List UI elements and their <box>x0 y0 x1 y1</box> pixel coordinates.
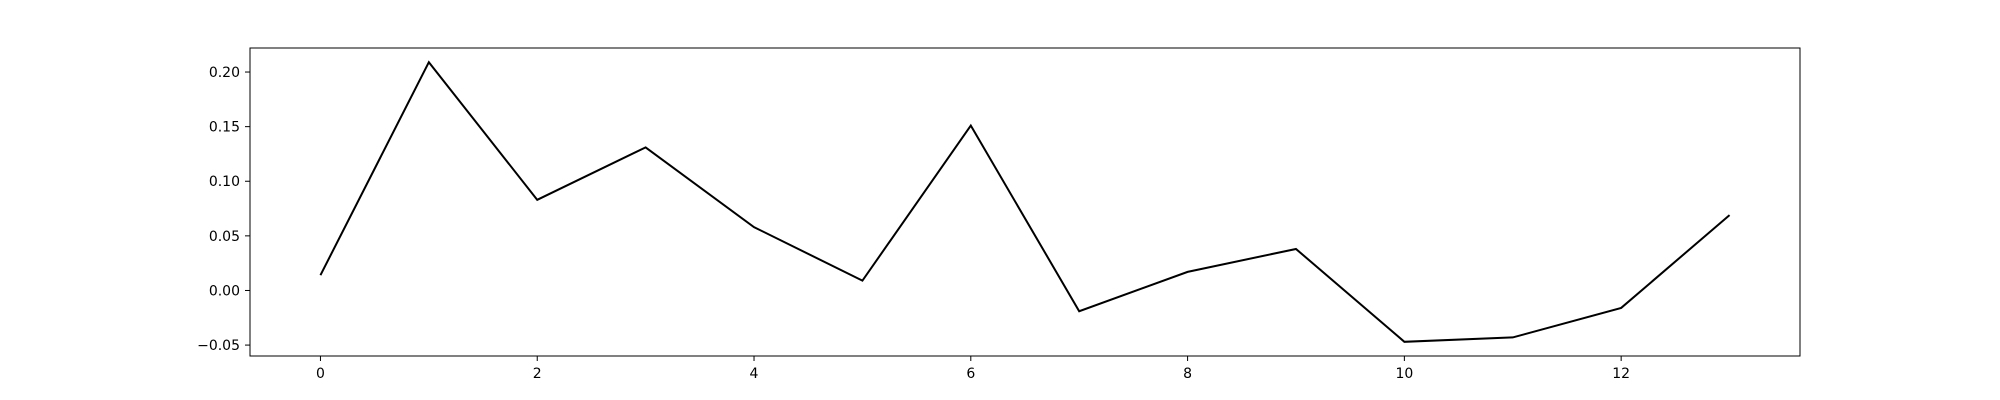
x-tick-label: 12 <box>1612 366 1630 382</box>
y-tick-label: 0.05 <box>209 229 240 245</box>
y-tick-label: 0.20 <box>209 65 240 81</box>
x-tick-label: 6 <box>966 366 975 382</box>
series-line <box>319 60 1731 343</box>
y-tick-label: −0.05 <box>197 338 240 354</box>
y-tick-label: 0.15 <box>209 120 240 136</box>
series-layer <box>319 60 1731 343</box>
x-tick-label: 8 <box>1183 366 1192 382</box>
y-tick-label: 0.00 <box>209 283 240 299</box>
x-tick-label: 0 <box>316 366 325 382</box>
y-axis: −0.05 0.00 0.05 0.10 0.15 0.20 <box>197 65 250 354</box>
x-tick-label: 4 <box>750 366 759 382</box>
x-tick-label: 2 <box>533 366 542 382</box>
x-axis: 0 2 4 6 8 10 12 <box>316 356 1630 382</box>
y-tick-label: 0.10 <box>209 174 240 190</box>
plot-area-frame <box>249 47 1801 357</box>
x-tick-label: 10 <box>1395 366 1413 382</box>
